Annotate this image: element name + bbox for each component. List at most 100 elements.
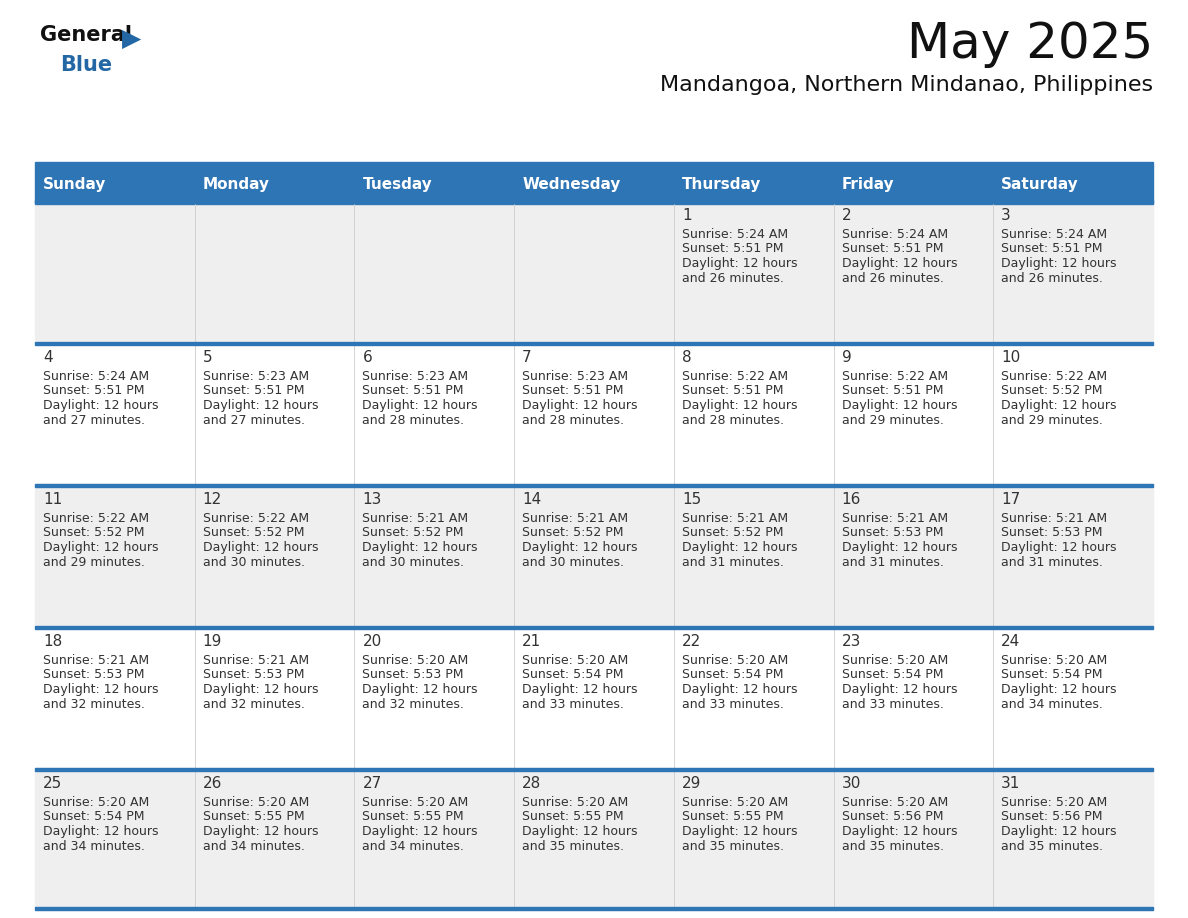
Text: Sunrise: 5:24 AM: Sunrise: 5:24 AM bbox=[682, 228, 788, 241]
Text: and 31 minutes.: and 31 minutes. bbox=[1001, 555, 1104, 568]
Text: Sunset: 5:51 PM: Sunset: 5:51 PM bbox=[682, 385, 783, 397]
Text: Sunrise: 5:24 AM: Sunrise: 5:24 AM bbox=[43, 370, 150, 383]
Text: Sunset: 5:51 PM: Sunset: 5:51 PM bbox=[43, 385, 145, 397]
Text: Sunrise: 5:23 AM: Sunrise: 5:23 AM bbox=[362, 370, 468, 383]
Text: Sunset: 5:52 PM: Sunset: 5:52 PM bbox=[203, 527, 304, 540]
Text: Sunset: 5:53 PM: Sunset: 5:53 PM bbox=[362, 668, 465, 681]
Text: and 30 minutes.: and 30 minutes. bbox=[523, 555, 624, 568]
Text: Sunrise: 5:21 AM: Sunrise: 5:21 AM bbox=[1001, 512, 1107, 525]
Bar bbox=[34, 484, 1154, 626]
Text: Sunrise: 5:20 AM: Sunrise: 5:20 AM bbox=[362, 796, 469, 809]
Bar bbox=[34, 768, 1154, 910]
Text: and 35 minutes.: and 35 minutes. bbox=[841, 839, 943, 853]
Text: and 32 minutes.: and 32 minutes. bbox=[43, 698, 145, 711]
Text: 8: 8 bbox=[682, 350, 691, 365]
Text: Daylight: 12 hours: Daylight: 12 hours bbox=[841, 399, 958, 412]
Text: Sunset: 5:52 PM: Sunset: 5:52 PM bbox=[362, 527, 465, 540]
Text: Sunset: 5:51 PM: Sunset: 5:51 PM bbox=[203, 385, 304, 397]
Text: Sunset: 5:51 PM: Sunset: 5:51 PM bbox=[682, 242, 783, 255]
Text: Daylight: 12 hours: Daylight: 12 hours bbox=[203, 399, 318, 412]
Text: 1: 1 bbox=[682, 208, 691, 223]
Text: and 29 minutes.: and 29 minutes. bbox=[43, 555, 145, 568]
Bar bbox=[34, 768, 1154, 771]
Text: 27: 27 bbox=[362, 776, 381, 791]
Text: Sunrise: 5:20 AM: Sunrise: 5:20 AM bbox=[43, 796, 150, 809]
Text: Sunset: 5:55 PM: Sunset: 5:55 PM bbox=[203, 811, 304, 823]
Text: and 34 minutes.: and 34 minutes. bbox=[1001, 698, 1104, 711]
Text: Sunrise: 5:22 AM: Sunrise: 5:22 AM bbox=[203, 512, 309, 525]
Text: 24: 24 bbox=[1001, 634, 1020, 649]
Text: Sunset: 5:51 PM: Sunset: 5:51 PM bbox=[1001, 242, 1102, 255]
Text: Sunrise: 5:21 AM: Sunrise: 5:21 AM bbox=[841, 512, 948, 525]
Text: Sunset: 5:53 PM: Sunset: 5:53 PM bbox=[203, 668, 304, 681]
Text: Sunset: 5:53 PM: Sunset: 5:53 PM bbox=[841, 527, 943, 540]
Text: and 35 minutes.: and 35 minutes. bbox=[682, 839, 784, 853]
Text: and 27 minutes.: and 27 minutes. bbox=[203, 413, 304, 427]
Text: Sunset: 5:51 PM: Sunset: 5:51 PM bbox=[362, 385, 465, 397]
Text: Sunrise: 5:21 AM: Sunrise: 5:21 AM bbox=[43, 654, 150, 667]
Text: Daylight: 12 hours: Daylight: 12 hours bbox=[362, 683, 478, 696]
Text: Sunset: 5:56 PM: Sunset: 5:56 PM bbox=[1001, 811, 1102, 823]
Text: Sunrise: 5:24 AM: Sunrise: 5:24 AM bbox=[841, 228, 948, 241]
Text: Sunrise: 5:23 AM: Sunrise: 5:23 AM bbox=[203, 370, 309, 383]
Text: Daylight: 12 hours: Daylight: 12 hours bbox=[682, 825, 797, 838]
Text: 2: 2 bbox=[841, 208, 851, 223]
Text: ▶: ▶ bbox=[122, 27, 141, 51]
Text: Daylight: 12 hours: Daylight: 12 hours bbox=[1001, 399, 1117, 412]
Text: 18: 18 bbox=[43, 634, 62, 649]
Text: Sunrise: 5:20 AM: Sunrise: 5:20 AM bbox=[1001, 654, 1107, 667]
Bar bbox=[34, 200, 1154, 342]
Text: Sunset: 5:54 PM: Sunset: 5:54 PM bbox=[841, 668, 943, 681]
Text: Sunrise: 5:20 AM: Sunrise: 5:20 AM bbox=[841, 654, 948, 667]
Text: Daylight: 12 hours: Daylight: 12 hours bbox=[362, 399, 478, 412]
Text: Sunrise: 5:24 AM: Sunrise: 5:24 AM bbox=[1001, 228, 1107, 241]
Text: Daylight: 12 hours: Daylight: 12 hours bbox=[682, 257, 797, 270]
Text: Daylight: 12 hours: Daylight: 12 hours bbox=[523, 683, 638, 696]
Text: Sunday: Sunday bbox=[43, 177, 107, 193]
Bar bbox=[34, 342, 1154, 345]
Text: Sunset: 5:56 PM: Sunset: 5:56 PM bbox=[841, 811, 943, 823]
Text: 25: 25 bbox=[43, 776, 62, 791]
Text: Sunrise: 5:22 AM: Sunrise: 5:22 AM bbox=[1001, 370, 1107, 383]
Text: Daylight: 12 hours: Daylight: 12 hours bbox=[1001, 541, 1117, 554]
Text: and 26 minutes.: and 26 minutes. bbox=[1001, 272, 1104, 285]
Text: Daylight: 12 hours: Daylight: 12 hours bbox=[523, 541, 638, 554]
Text: 28: 28 bbox=[523, 776, 542, 791]
Text: Sunrise: 5:20 AM: Sunrise: 5:20 AM bbox=[523, 796, 628, 809]
Text: Sunrise: 5:23 AM: Sunrise: 5:23 AM bbox=[523, 370, 628, 383]
Text: 13: 13 bbox=[362, 492, 381, 507]
Text: 29: 29 bbox=[682, 776, 701, 791]
Text: 6: 6 bbox=[362, 350, 372, 365]
Text: 7: 7 bbox=[523, 350, 532, 365]
Text: and 32 minutes.: and 32 minutes. bbox=[203, 698, 304, 711]
Text: and 32 minutes.: and 32 minutes. bbox=[362, 698, 465, 711]
Text: Sunrise: 5:20 AM: Sunrise: 5:20 AM bbox=[841, 796, 948, 809]
Text: Daylight: 12 hours: Daylight: 12 hours bbox=[682, 683, 797, 696]
Text: 17: 17 bbox=[1001, 492, 1020, 507]
Text: and 33 minutes.: and 33 minutes. bbox=[841, 698, 943, 711]
Text: 23: 23 bbox=[841, 634, 861, 649]
Text: Daylight: 12 hours: Daylight: 12 hours bbox=[43, 683, 158, 696]
Text: 22: 22 bbox=[682, 634, 701, 649]
Text: Daylight: 12 hours: Daylight: 12 hours bbox=[841, 541, 958, 554]
Text: 12: 12 bbox=[203, 492, 222, 507]
Bar bbox=[34, 626, 1154, 629]
Text: and 29 minutes.: and 29 minutes. bbox=[1001, 413, 1104, 427]
Text: Daylight: 12 hours: Daylight: 12 hours bbox=[1001, 257, 1117, 270]
Bar bbox=[34, 200, 1154, 203]
Text: Daylight: 12 hours: Daylight: 12 hours bbox=[43, 825, 158, 838]
Text: Sunrise: 5:20 AM: Sunrise: 5:20 AM bbox=[682, 796, 788, 809]
Text: May 2025: May 2025 bbox=[906, 20, 1154, 68]
Text: Daylight: 12 hours: Daylight: 12 hours bbox=[203, 541, 318, 554]
Text: Daylight: 12 hours: Daylight: 12 hours bbox=[841, 257, 958, 270]
Text: Sunrise: 5:22 AM: Sunrise: 5:22 AM bbox=[43, 512, 150, 525]
Text: Sunset: 5:52 PM: Sunset: 5:52 PM bbox=[682, 527, 783, 540]
Text: Sunset: 5:54 PM: Sunset: 5:54 PM bbox=[682, 668, 783, 681]
Text: Daylight: 12 hours: Daylight: 12 hours bbox=[523, 825, 638, 838]
Text: Sunset: 5:53 PM: Sunset: 5:53 PM bbox=[43, 668, 145, 681]
Text: Sunset: 5:52 PM: Sunset: 5:52 PM bbox=[1001, 385, 1102, 397]
Text: Sunset: 5:55 PM: Sunset: 5:55 PM bbox=[682, 811, 783, 823]
Text: and 35 minutes.: and 35 minutes. bbox=[1001, 839, 1104, 853]
Text: and 30 minutes.: and 30 minutes. bbox=[203, 555, 304, 568]
Text: Sunset: 5:51 PM: Sunset: 5:51 PM bbox=[841, 242, 943, 255]
